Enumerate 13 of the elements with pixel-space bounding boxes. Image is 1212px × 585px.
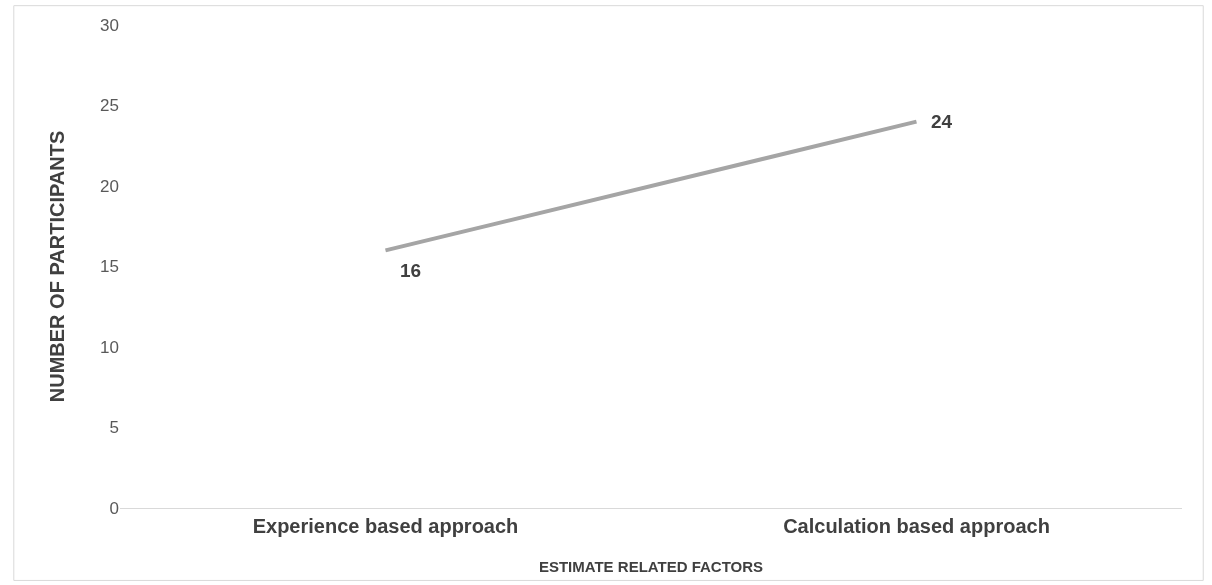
y-tick-label: 25 [100, 96, 119, 116]
data-label: 24 [931, 111, 953, 132]
y-axis-title: NUMBER OF PARTICIPANTS [45, 130, 68, 403]
y-tick-label: 20 [100, 176, 119, 196]
y-tick-label: 0 [109, 498, 119, 518]
y-tick-label: 5 [109, 418, 119, 438]
y-tick-label: 15 [100, 257, 119, 277]
x-tick-label: Calculation based approach [783, 515, 1050, 537]
y-tick-label: 10 [100, 337, 119, 357]
x-axis-title: ESTIMATE RELATED FACTORS [538, 558, 764, 575]
x-tick-label: Experience based approach [252, 515, 519, 537]
data-label: 16 [400, 260, 422, 281]
y-tick-label: 30 [100, 15, 119, 35]
